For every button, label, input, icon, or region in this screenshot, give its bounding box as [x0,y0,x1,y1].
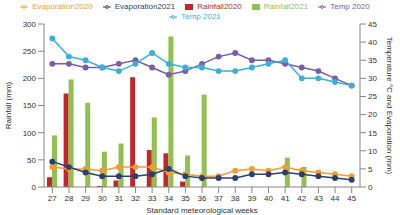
svg-text:35: 35 [368,56,377,65]
svg-text:35: 35 [181,194,190,203]
svg-text:100: 100 [23,129,37,138]
svg-text:40: 40 [264,194,273,203]
svg-text:15: 15 [368,129,377,138]
svg-text:200: 200 [23,74,37,83]
svg-text:41: 41 [281,194,290,203]
svg-text:0: 0 [32,183,37,192]
svg-text:44: 44 [331,194,340,203]
svg-text:34: 34 [164,194,173,203]
svg-text:45: 45 [368,20,377,29]
svg-text:300: 300 [23,20,37,29]
html-text:Evaporation2021: Evaporation2021 [114,2,176,11]
svg-text:Rainfall (mm): Rainfall (mm) [8,81,13,129]
svg-text:31: 31 [114,194,123,203]
html-text:Temp 2020: Temp 2020 [330,2,370,11]
svg-text:10: 10 [368,147,377,156]
svg-text:30: 30 [98,194,107,203]
svg-text:32: 32 [131,194,140,203]
svg-text:42: 42 [297,194,306,203]
svg-text:28: 28 [64,194,73,203]
html-text:Temp 2021: Temp 2021 [181,12,221,21]
svg-text:29: 29 [81,194,90,203]
html-text:Rainfall2020: Rainfall2020 [197,2,242,11]
svg-text:0: 0 [368,183,373,192]
svg-text:250: 250 [23,47,37,56]
svg-text:45: 45 [347,194,356,203]
svg-text:30: 30 [368,74,377,83]
svg-text:39: 39 [247,194,256,203]
svg-text:5: 5 [368,165,373,174]
svg-text:20: 20 [368,110,377,119]
svg-text:36: 36 [198,194,207,203]
svg-text:43: 43 [314,194,323,203]
svg-text:25: 25 [368,92,377,101]
svg-text:Temperature °C and Evaporation: Temperature °C and Evaporation (mm) [385,37,392,175]
svg-text:150: 150 [23,101,37,110]
html-text:Evaporation2020: Evaporation2020 [32,2,93,11]
svg-text:33: 33 [148,194,157,203]
svg-text:40: 40 [368,38,377,47]
html-text:Rainfall2021: Rainfall2021 [263,2,309,11]
svg-text:50: 50 [27,156,36,165]
svg-text:Standard meteorological weeks: Standard meteorological weeks [146,206,258,215]
svg-text:37: 37 [214,194,223,203]
svg-text:38: 38 [231,194,240,203]
svg-text:27: 27 [48,194,57,203]
